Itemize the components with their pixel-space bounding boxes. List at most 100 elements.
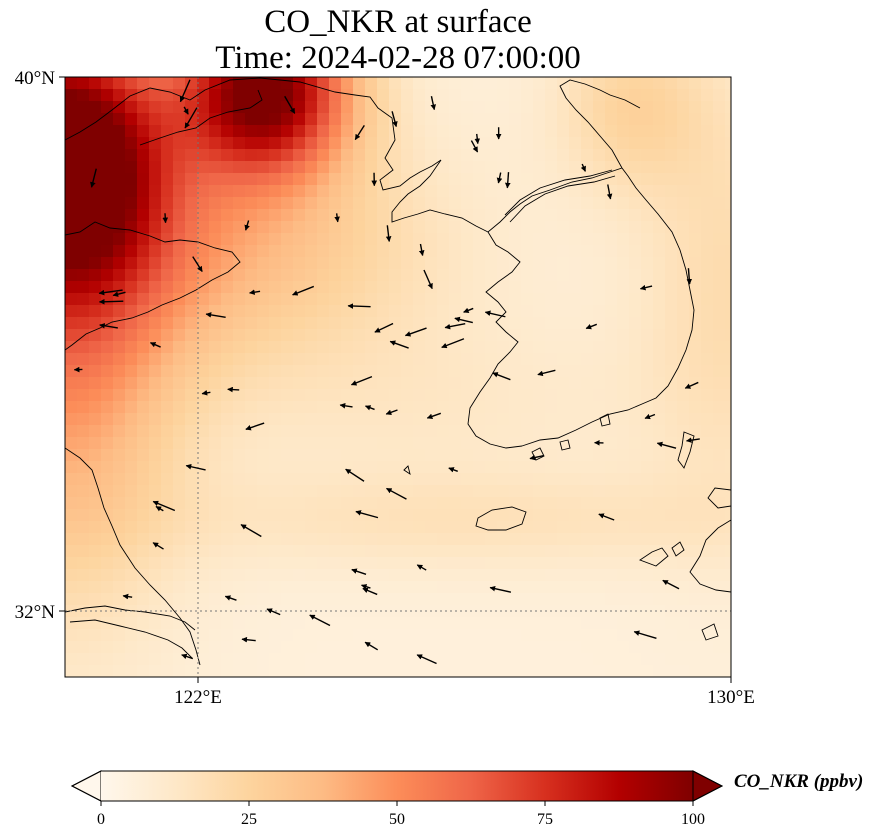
field-cell (449, 557, 462, 570)
field-cell (317, 617, 330, 630)
field-cell (485, 437, 498, 450)
field-cell (125, 449, 138, 462)
field-cell (425, 77, 438, 90)
field-cell (221, 545, 234, 558)
field-cell (173, 233, 186, 246)
field-cell (449, 437, 462, 450)
field-cell (65, 137, 78, 150)
field-cell (497, 569, 510, 582)
field-cell (329, 293, 342, 306)
field-cell (125, 629, 138, 642)
field-cell (557, 77, 570, 90)
field-cell (329, 161, 342, 174)
field-cell (197, 461, 210, 474)
field-cell (353, 557, 366, 570)
field-cell (629, 485, 642, 498)
field-cell (413, 197, 426, 210)
field-cell (509, 197, 522, 210)
field-cell (449, 389, 462, 402)
field-cell (473, 605, 486, 618)
field-cell (593, 149, 606, 162)
field-cell (545, 89, 558, 102)
field-cell (281, 317, 294, 330)
concentration-field (65, 77, 731, 677)
field-cell (521, 521, 534, 534)
field-cell (449, 185, 462, 198)
field-cell (161, 209, 174, 222)
field-cell (101, 569, 114, 582)
field-cell (653, 137, 666, 150)
field-cell (437, 101, 450, 114)
field-cell (401, 569, 414, 582)
field-cell (629, 413, 642, 426)
field-cell (413, 569, 426, 582)
field-cell (509, 617, 522, 630)
wind-arrow (391, 111, 398, 128)
field-cell (149, 293, 162, 306)
field-cell (293, 269, 306, 282)
field-cell (329, 317, 342, 330)
field-cell (353, 533, 366, 546)
field-cell (665, 113, 678, 126)
field-cell (557, 545, 570, 558)
field-cell (473, 557, 486, 570)
field-cell (353, 497, 366, 510)
field-cell (353, 197, 366, 210)
field-cell (581, 353, 594, 366)
field-cell (329, 281, 342, 294)
field-cell (473, 473, 486, 486)
field-cell (389, 581, 402, 594)
field-cell (137, 509, 150, 522)
field-cell (305, 401, 318, 414)
field-cell (521, 89, 534, 102)
field-cell (653, 605, 666, 618)
field-cell (77, 569, 90, 582)
field-cell (581, 329, 594, 342)
field-cell (137, 149, 150, 162)
field-cell (629, 149, 642, 162)
field-cell (173, 113, 186, 126)
field-cell (77, 89, 90, 102)
field-cell (317, 125, 330, 138)
field-cell (509, 137, 522, 150)
field-cell (365, 89, 378, 102)
field-cell (293, 101, 306, 114)
field-cell (725, 269, 731, 282)
wind-arrow (201, 390, 211, 396)
field-cell (305, 149, 318, 162)
field-cell (509, 557, 522, 570)
field-cell (509, 413, 522, 426)
field-cell (365, 425, 378, 438)
field-cell (569, 629, 582, 642)
field-cell (653, 197, 666, 210)
field-cell (461, 653, 474, 666)
field-cell (77, 221, 90, 234)
field-cell (293, 533, 306, 546)
field-cell (149, 557, 162, 570)
field-cell (113, 101, 126, 114)
field-cell (173, 269, 186, 282)
field-cell (77, 521, 90, 534)
field-cell (209, 449, 222, 462)
field-cell (509, 317, 522, 330)
field-cell (629, 89, 642, 102)
field-cell (533, 257, 546, 270)
field-cell (629, 389, 642, 402)
field-cell (509, 653, 522, 666)
field-cell (437, 137, 450, 150)
wind-arrow (362, 587, 378, 596)
field-cell (317, 329, 330, 342)
field-cell (689, 521, 702, 534)
field-cell (449, 545, 462, 558)
field-cell (461, 533, 474, 546)
field-cell (617, 557, 630, 570)
field-cell (113, 473, 126, 486)
field-cell (653, 497, 666, 510)
field-cell (125, 101, 138, 114)
field-cell (89, 305, 102, 318)
field-cell (317, 77, 330, 90)
field-cell (437, 353, 450, 366)
field-cell (677, 665, 690, 677)
field-cell (725, 329, 731, 342)
field-cell (605, 77, 618, 90)
